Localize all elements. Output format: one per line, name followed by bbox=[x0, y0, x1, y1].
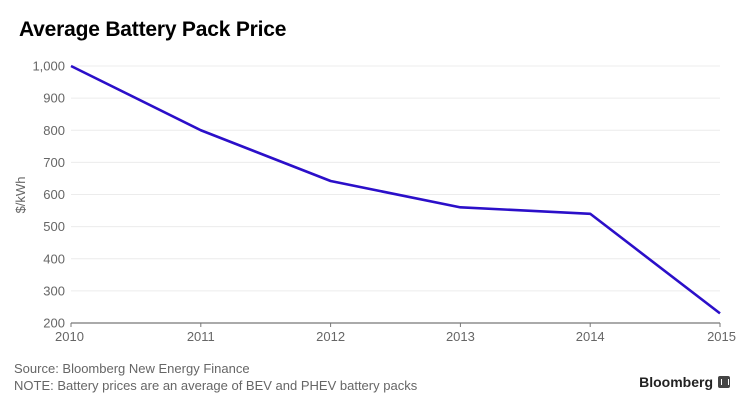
x-tick-label: 2012 bbox=[316, 329, 345, 344]
y-tick-label: 1,000 bbox=[32, 59, 65, 74]
x-tick-label: 2011 bbox=[187, 329, 215, 344]
y-tick-label: 300 bbox=[43, 283, 65, 298]
y-tick-label: 900 bbox=[43, 91, 65, 106]
bloomberg-chart-icon bbox=[718, 376, 730, 388]
source-note: Source: Bloomberg New Energy Finance bbox=[14, 361, 250, 376]
x-axis: 2010 2011 2012 2013 2014 2015 bbox=[55, 322, 736, 344]
x-tick-label: 2015 bbox=[707, 329, 736, 344]
y-tick-label: 200 bbox=[43, 316, 65, 331]
y-tick-label: 600 bbox=[43, 187, 65, 202]
series-group bbox=[70, 64, 721, 315]
y-tick-label: 800 bbox=[43, 123, 65, 138]
x-tick-label: 2010 bbox=[55, 329, 84, 344]
x-tick-label: 2014 bbox=[576, 329, 605, 344]
brand-logo: Bloomberg bbox=[639, 374, 730, 390]
gridlines bbox=[71, 65, 720, 292]
series-line bbox=[70, 64, 721, 315]
y-tick-label: 700 bbox=[43, 155, 65, 170]
brand-name: Bloomberg bbox=[639, 374, 713, 390]
y-tick-label: 500 bbox=[43, 219, 65, 234]
x-tick-label: 2013 bbox=[446, 329, 475, 344]
chart-title: Average Battery Pack Price bbox=[19, 18, 287, 41]
methodology-note: NOTE: Battery prices are an average of B… bbox=[14, 378, 418, 393]
chart-footer: Source: Bloomberg New Energy Finance NOT… bbox=[14, 360, 417, 394]
y-axis-label: $/kWh bbox=[13, 177, 28, 214]
y-tick-label: 400 bbox=[43, 251, 65, 266]
y-axis-ticks: 200 300 400 500 600 700 800 900 1,000 bbox=[32, 59, 65, 331]
